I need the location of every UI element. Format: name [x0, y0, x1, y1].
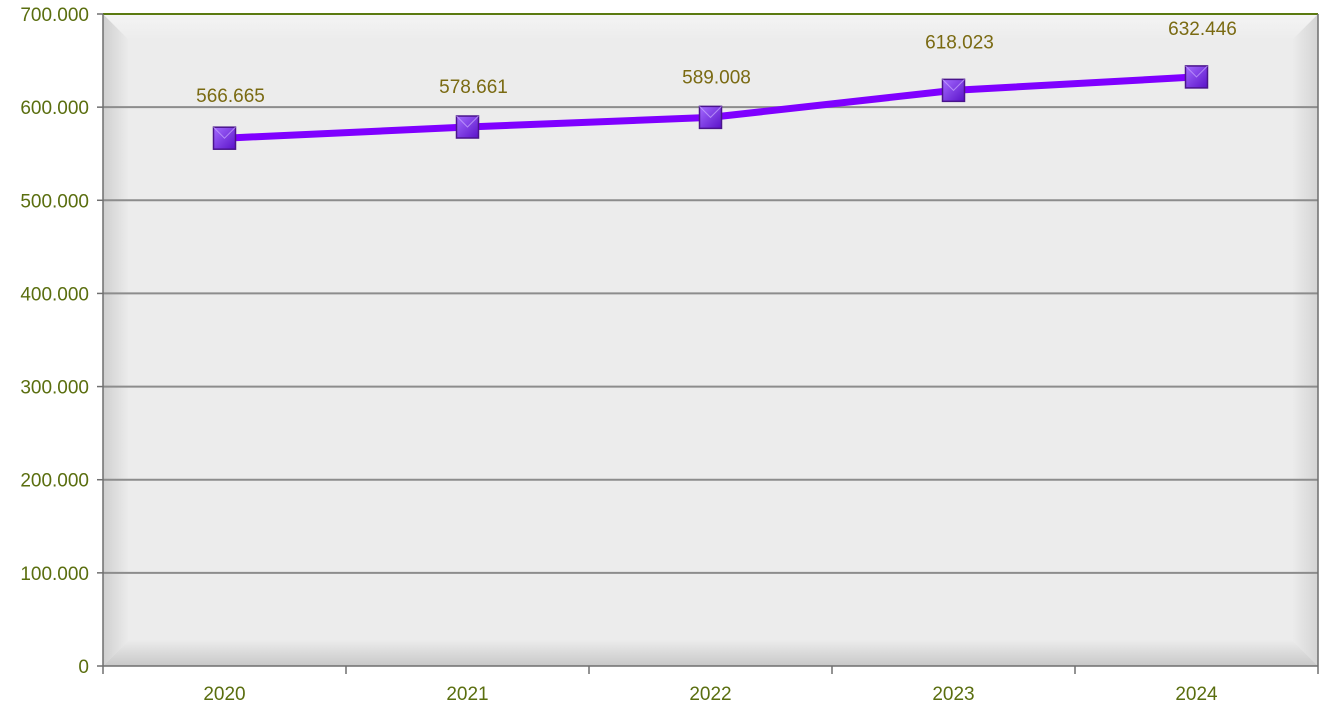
data-point-highlight-2022	[699, 106, 722, 119]
y-tick-label-1: 100.000	[20, 564, 89, 585]
y-tick-label-0: 0	[78, 657, 89, 678]
y-axis-tick-labels: 0 100.000 200.000 300.000 400.000 500.000 600.…	[20, 5, 89, 678]
series-markers	[212, 65, 1209, 150]
x-tick-label-2023: 2023	[932, 684, 974, 705]
data-point-highlight-2020	[213, 126, 236, 139]
data-label-2021: 578.661	[439, 77, 508, 98]
y-tick-label-2: 200.000	[20, 471, 89, 492]
x-tick-label-2022: 2022	[689, 684, 731, 705]
axes	[97, 13, 1319, 674]
y-tick-label-4: 400.000	[20, 284, 89, 305]
y-tick-label-7: 700.000	[20, 5, 89, 26]
plot-bevel-bottom	[103, 640, 1318, 666]
y-tick-label-5: 500.000	[20, 191, 89, 212]
x-tick-label-2020: 2020	[203, 684, 245, 705]
y-tick-label-3: 300.000	[20, 378, 89, 399]
data-point-highlight-2024	[1185, 65, 1208, 78]
data-labels: 566.665 578.661 589.008 618.023 632.446	[196, 19, 1237, 107]
data-label-2023: 618.023	[925, 32, 994, 53]
data-point-highlight-2021	[456, 115, 479, 128]
data-label-2022: 589.008	[682, 67, 751, 88]
plot-bevel-right	[1292, 14, 1318, 666]
data-point-highlight-2023	[942, 79, 965, 92]
data-label-2024: 632.446	[1168, 19, 1237, 40]
plot-bevel-left	[103, 14, 129, 666]
x-axis-tick-labels: 2020 2021 2022 2023 2024	[203, 684, 1218, 705]
plot-bevel-top	[103, 14, 1318, 40]
y-tick-label-6: 600.000	[20, 98, 89, 119]
gridlines	[103, 106, 1318, 574]
data-label-2020: 566.665	[196, 86, 265, 107]
x-tick-label-2021: 2021	[446, 684, 488, 705]
x-tick-label-2024: 2024	[1175, 684, 1218, 705]
